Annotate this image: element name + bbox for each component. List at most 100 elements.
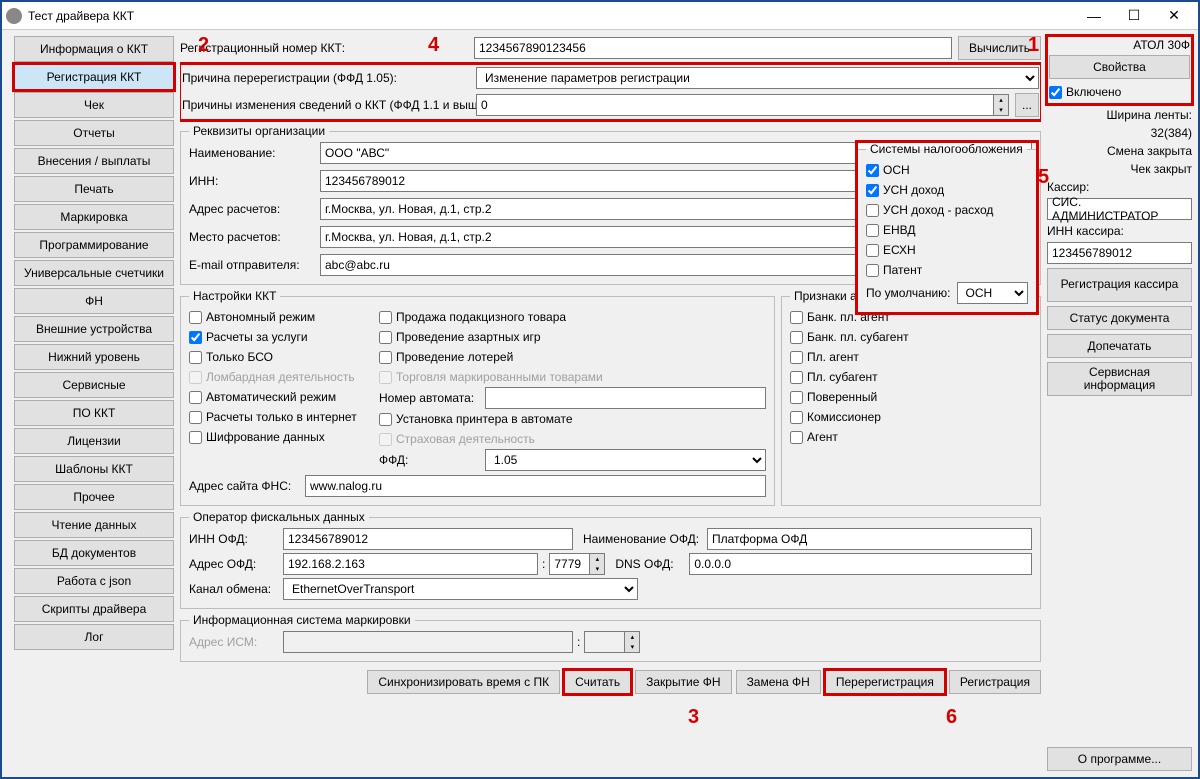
- tax-chk-3[interactable]: ЕНВД: [866, 220, 1028, 240]
- tax-chk-5[interactable]: Патент: [866, 260, 1028, 280]
- nav-item-19[interactable]: Работа с json: [14, 568, 174, 594]
- service-info-button[interactable]: Сервисная информация: [1047, 362, 1192, 396]
- nav-item-15[interactable]: Шаблоны ККТ: [14, 456, 174, 482]
- nav-item-7[interactable]: Программирование: [14, 232, 174, 258]
- regnum-row: Регистрационный номер ККТ: Вычислить: [180, 36, 1041, 60]
- doc-status-button[interactable]: Статус документа: [1047, 306, 1192, 330]
- kkt-col1-chk-4[interactable]: Автоматический режим: [189, 387, 359, 407]
- tax-default-select[interactable]: ОСН: [957, 282, 1029, 304]
- nav-item-1[interactable]: Регистрация ККТ: [14, 64, 174, 90]
- tax-fieldset: Системы налогообложения ОСНУСН доходУСН …: [857, 142, 1037, 313]
- nav-item-12[interactable]: Сервисные: [14, 372, 174, 398]
- cashier-field[interactable]: СИС. АДМИНИСТРАТОР: [1047, 198, 1192, 220]
- nav-item-16[interactable]: Прочее: [14, 484, 174, 510]
- ofd-fieldset: Оператор фискальных данных ИНН ОФД: Наим…: [180, 510, 1041, 609]
- shift-label: Смена закрыта: [1047, 144, 1192, 158]
- replace-fn-button[interactable]: Замена ФН: [736, 670, 821, 694]
- nav-item-8[interactable]: Универсальные счетчики: [14, 260, 174, 286]
- rereg-reason-box: Причина перерегистрации (ФФД 1.05): Изме…: [180, 64, 1041, 120]
- tax-chk-4[interactable]: ЕСХН: [866, 240, 1028, 260]
- kkt-col2-chk-2[interactable]: Проведение лотерей: [379, 347, 766, 367]
- kkt-col2-chk-0[interactable]: Продажа подакцизного товара: [379, 307, 766, 327]
- read-button[interactable]: Считать: [564, 670, 631, 694]
- ofd-name-input[interactable]: [707, 528, 1032, 550]
- nav-item-17[interactable]: Чтение данных: [14, 512, 174, 538]
- rereg-button[interactable]: Перерегистрация: [825, 670, 945, 694]
- agent-chk-1[interactable]: Банк. пл. субагент: [790, 327, 1032, 347]
- reason-select[interactable]: Изменение параметров регистрации: [476, 67, 1039, 89]
- fns-input[interactable]: [305, 475, 766, 497]
- kkt-col1-chk-0[interactable]: Автономный режим: [189, 307, 359, 327]
- ism-legend: Информационная система маркировки: [189, 613, 415, 627]
- nav-item-6[interactable]: Маркировка: [14, 204, 174, 230]
- agent-chk-6[interactable]: Агент: [790, 427, 1032, 447]
- nav-item-10[interactable]: Внешние устройства: [14, 316, 174, 342]
- tax-chk-1[interactable]: УСН доход: [866, 180, 1028, 200]
- kkt-col1-chk-5[interactable]: Расчеты только в интернет: [189, 407, 359, 427]
- reg-cashier-button[interactable]: Регистрация кассира: [1047, 268, 1192, 302]
- automat-label: Номер автомата:: [379, 391, 479, 405]
- about-button[interactable]: О программе...: [1047, 747, 1192, 771]
- printer-chk[interactable]: Установка принтера в автомате: [379, 409, 766, 429]
- nav-item-0[interactable]: Информация о ККТ: [14, 36, 174, 62]
- reg-button[interactable]: Регистрация: [949, 670, 1041, 694]
- nav-item-20[interactable]: Скрипты драйвера: [14, 596, 174, 622]
- agent-chk-3[interactable]: Пл. субагент: [790, 367, 1032, 387]
- agent-chk-4[interactable]: Поверенный: [790, 387, 1032, 407]
- tax-chk-2[interactable]: УСН доход - расход: [866, 200, 1028, 220]
- minimize-button[interactable]: —: [1074, 3, 1114, 29]
- reasons11-spinner[interactable]: ▴▾: [993, 94, 1009, 116]
- nav-item-21[interactable]: Лог: [14, 624, 174, 650]
- kkt-col1-chk-2[interactable]: Только БСО: [189, 347, 359, 367]
- ofd-name-label: Наименование ОФД:: [583, 532, 703, 546]
- nav-item-4[interactable]: Внесения / выплаты: [14, 148, 174, 174]
- close-button[interactable]: ✕: [1154, 3, 1194, 29]
- ofd-inn-input[interactable]: [283, 528, 573, 550]
- kkt-col1-chk-6[interactable]: Шифрование данных: [189, 427, 359, 447]
- center-panel: Регистрационный номер ККТ: Вычислить При…: [180, 36, 1041, 771]
- ofd-port-spinner[interactable]: ▴▾: [589, 553, 605, 575]
- nav-item-14[interactable]: Лицензии: [14, 428, 174, 454]
- ofd-channel-select[interactable]: EthernetOverTransport: [283, 578, 638, 600]
- enabled-chk[interactable]: Включено: [1049, 82, 1190, 102]
- ofd-addr-input[interactable]: [283, 553, 538, 575]
- nav-item-13[interactable]: ПО ККТ: [14, 400, 174, 426]
- window-title: Тест драйвера ККТ: [28, 9, 1074, 23]
- ism-fieldset: Информационная система маркировки Адрес …: [180, 613, 1041, 662]
- agent-chk-5[interactable]: Комиссионер: [790, 407, 1032, 427]
- kkt-col2-chk-1[interactable]: Проведение азартных игр: [379, 327, 766, 347]
- reasons11-dots-button[interactable]: ...: [1015, 93, 1039, 117]
- nav-item-5[interactable]: Печать: [14, 176, 174, 202]
- reasons11-input[interactable]: [476, 94, 993, 116]
- nav-item-2[interactable]: Чек: [14, 92, 174, 118]
- maximize-button[interactable]: ☐: [1114, 3, 1154, 29]
- fns-label: Адрес сайта ФНС:: [189, 479, 299, 493]
- ffd-select[interactable]: 1.05: [485, 449, 766, 471]
- agent-chk-2[interactable]: Пл. агент: [790, 347, 1032, 367]
- sync-time-button[interactable]: Синхронизировать время с ПК: [367, 670, 560, 694]
- titlebar: Тест драйвера ККТ — ☐ ✕: [2, 2, 1198, 30]
- kkt-col1-chk-1[interactable]: Расчеты за услуги: [189, 327, 359, 347]
- ism-port-spinner: ▴▾: [624, 631, 640, 653]
- props-button[interactable]: Свойства: [1049, 55, 1190, 79]
- nav-item-18[interactable]: БД документов: [14, 540, 174, 566]
- ism-addr-input: [283, 631, 573, 653]
- reprint-button[interactable]: Допечатать: [1047, 334, 1192, 358]
- calc-button[interactable]: Вычислить: [958, 36, 1041, 60]
- nav-item-3[interactable]: Отчеты: [14, 120, 174, 146]
- app-icon: [6, 8, 22, 24]
- ofd-dns-input[interactable]: [689, 553, 1032, 575]
- check-label: Чек закрыт: [1047, 162, 1192, 176]
- close-fn-button[interactable]: Закрытие ФН: [635, 670, 731, 694]
- cashier-inn-field[interactable]: 123456789012: [1047, 242, 1192, 264]
- ofd-channel-label: Канал обмена:: [189, 582, 279, 596]
- kkt-col2-chk-3: Торговля маркированными товарами: [379, 367, 766, 387]
- nav-item-11[interactable]: Нижний уровень: [14, 344, 174, 370]
- kkt-fieldset: Настройки ККТ Автономный режимРасчеты за…: [180, 289, 775, 506]
- ffd-label: ФФД:: [379, 453, 479, 467]
- nav-item-9[interactable]: ФН: [14, 288, 174, 314]
- ofd-port-input[interactable]: [549, 553, 589, 575]
- regnum-input[interactable]: [474, 37, 952, 59]
- tax-chk-0[interactable]: ОСН: [866, 160, 1028, 180]
- automat-input[interactable]: [485, 387, 766, 409]
